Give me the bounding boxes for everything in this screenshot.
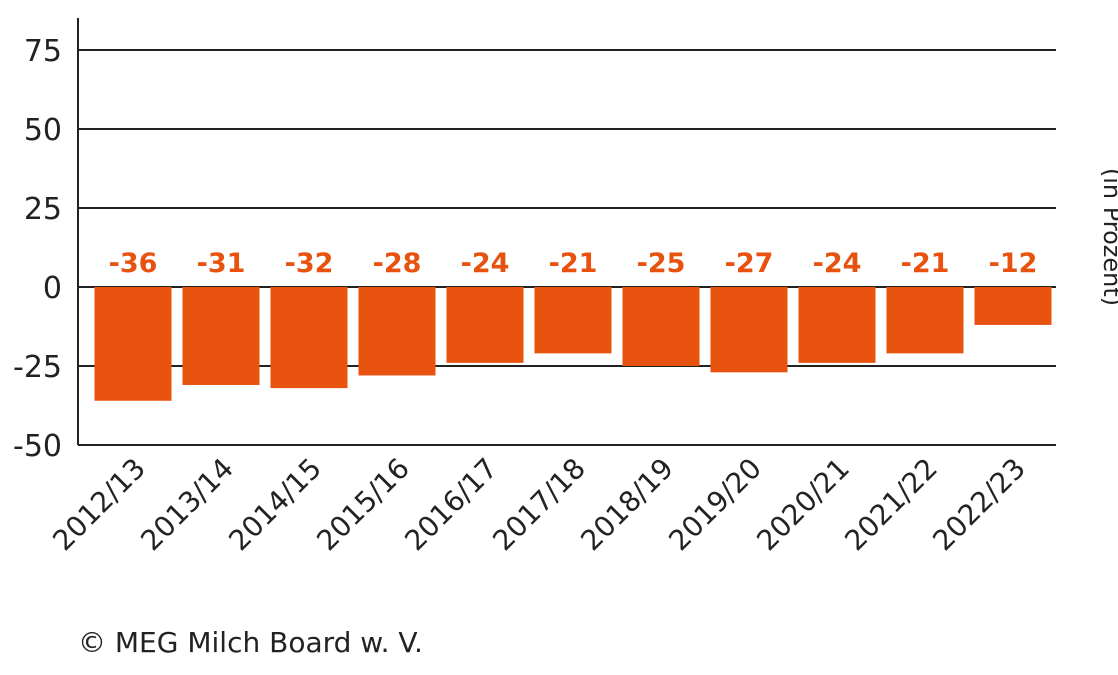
x-tick-label: 2020/21	[750, 452, 856, 558]
data-label: -12	[989, 248, 1038, 279]
data-label: -21	[901, 248, 950, 279]
data-label: -24	[461, 248, 510, 279]
x-tick-label: 2013/14	[134, 452, 240, 558]
data-labels: -36 -31 -32 -28 -24 -21 -25 -27 -24 -21 -12	[109, 248, 1038, 279]
x-tick-label: 2015/16	[310, 452, 416, 558]
bar	[534, 287, 612, 354]
x-tick-label: 2019/20	[662, 452, 768, 558]
y-tick-labels: 75 50 25 0 -25 -50	[13, 34, 62, 464]
data-label: -25	[637, 248, 686, 279]
bar	[182, 287, 260, 385]
x-tick-label: 2016/17	[398, 452, 504, 558]
x-tick-label: 2012/13	[46, 452, 152, 558]
bar	[798, 287, 876, 363]
bar	[886, 287, 964, 354]
x-tick-labels: 2012/132013/142014/152015/162016/172017/…	[46, 452, 1032, 558]
data-label: -31	[197, 248, 246, 279]
bar	[270, 287, 348, 389]
bars	[94, 287, 1052, 401]
y-axis-label: (in Prozent)	[1098, 168, 1118, 306]
y-tick-label: -25	[13, 350, 62, 385]
x-tick-label: 2021/22	[838, 452, 944, 558]
copyright-credit: © MEG Milch Board w. V.	[78, 626, 423, 659]
data-label: -24	[813, 248, 862, 279]
y-tick-label: 25	[24, 192, 62, 227]
bar	[446, 287, 524, 363]
y-tick-label: 0	[43, 271, 62, 306]
bar	[358, 287, 436, 376]
data-label: -27	[725, 248, 774, 279]
bar	[710, 287, 788, 373]
x-tick-label: 2022/23	[926, 452, 1032, 558]
bar	[94, 287, 172, 401]
data-label: -32	[285, 248, 334, 279]
y-tick-label: -50	[13, 429, 62, 464]
data-label: -28	[373, 248, 422, 279]
bar	[622, 287, 700, 366]
x-tick-label: 2018/19	[574, 452, 680, 558]
y-tick-label: 75	[24, 34, 62, 69]
bar	[974, 287, 1052, 325]
y-tick-label: 50	[24, 113, 62, 148]
x-tick-label: 2017/18	[486, 452, 592, 558]
x-tick-label: 2014/15	[222, 452, 328, 558]
data-label: -21	[549, 248, 598, 279]
data-label: -36	[109, 248, 158, 279]
